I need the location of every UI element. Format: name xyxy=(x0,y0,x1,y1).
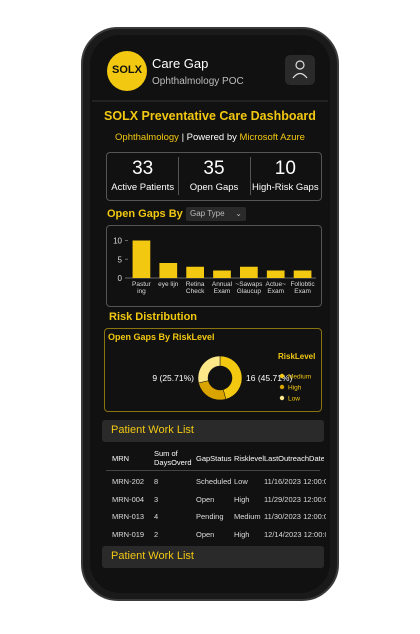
header-rule xyxy=(106,470,320,471)
donut-slice xyxy=(219,355,243,400)
table-cell: Pending xyxy=(196,512,224,521)
table-cell: MRN-019 xyxy=(112,529,145,539)
table-cell: Medium xyxy=(234,512,261,521)
profile-button[interactable] xyxy=(285,55,315,85)
section-title: Patient Work List xyxy=(111,550,194,562)
donut-slice xyxy=(198,380,227,401)
legend-title: RiskLevel xyxy=(278,352,316,361)
app-title: Care Gap xyxy=(152,56,209,71)
table-cell: MRN-013 xyxy=(112,512,145,521)
profile-icon xyxy=(292,72,308,79)
kpi-box: 33 Active Patients 35 Open Gaps 10 High-Risk … xyxy=(106,152,322,201)
table-cell: 8 xyxy=(154,477,159,486)
y-tick-label: 5 xyxy=(118,255,123,264)
kpi-divider xyxy=(178,157,180,195)
table-cell: 3 xyxy=(154,494,159,504)
bar xyxy=(213,270,231,278)
section-title: Patient Work List xyxy=(111,424,194,436)
column-header: LastOutreachDate xyxy=(264,454,324,463)
x-tick-label: Annual Exam xyxy=(211,281,233,295)
donut-slice xyxy=(197,355,221,384)
kpi-divider xyxy=(249,157,251,195)
table-cell: 11/29/2023 12:00:00 xyxy=(264,494,326,504)
legend-swatch xyxy=(279,395,285,401)
donut-box xyxy=(104,328,322,412)
section-header[interactable] xyxy=(102,546,324,568)
bar xyxy=(239,266,258,278)
app-subtitle: Ophthalmology POC xyxy=(152,76,244,87)
dashboard-subtitle: Ophthalmology | Powered by Microsoft Azu… xyxy=(92,132,328,143)
kpi-label: Open Gaps xyxy=(189,182,239,193)
table-cell: High xyxy=(234,494,250,504)
x-tick-label: Pastur ing xyxy=(132,281,151,295)
x-tick-label: Follobtic Exam xyxy=(290,281,315,295)
table-cell: Open xyxy=(196,529,215,539)
dropdown-value: Gap Type xyxy=(190,209,225,218)
legend-label: Low xyxy=(288,396,300,403)
table-cell: 2 xyxy=(154,529,159,539)
table-cell: 12/14/2023 12:00:00 xyxy=(264,529,326,539)
logo-circle xyxy=(107,51,147,91)
column-header: Risklevel xyxy=(234,454,264,463)
x-tick-label: Retina Check xyxy=(185,281,205,295)
specialty: Ophthalmology xyxy=(115,132,179,143)
bar-chart-box xyxy=(106,225,322,307)
y-tick-label: 0 xyxy=(118,274,123,283)
platform: Microsoft Azure xyxy=(239,132,305,143)
x-tick-label: ~Sawaps Glaucup xyxy=(235,281,263,295)
profile-icon xyxy=(295,60,305,70)
bar-chart: 0 5 10 xyxy=(113,237,316,283)
section-header[interactable] xyxy=(102,420,324,442)
section-title: Open Gaps By xyxy=(107,208,183,220)
x-tick-label: Actue~ Exam xyxy=(265,281,286,295)
bar xyxy=(132,240,151,278)
kpi-label: High-Risk Gaps xyxy=(252,182,319,193)
bar xyxy=(266,270,285,278)
donut-chart: 16 (45.71%)Medium 9 (25.71%) High Low xyxy=(152,355,311,403)
kpi-value: 10 xyxy=(274,158,296,179)
kpi-value: 35 xyxy=(203,158,225,179)
y-tick-label: 10 xyxy=(113,237,122,246)
table-cell: Open xyxy=(196,494,215,504)
data-label: 9 (25.71%) xyxy=(152,373,194,383)
column-header: Sum of DaysOverd xyxy=(154,449,192,467)
table-cell: 11/16/2023 12:00:00 xyxy=(264,477,326,486)
donut-title: Open Gaps By RiskLevel xyxy=(108,332,215,342)
data-label: 16 (45.71%) xyxy=(246,373,292,383)
column-header: MRN xyxy=(112,454,130,463)
kpi-value: 33 xyxy=(132,158,154,179)
legend-label: High xyxy=(288,385,302,392)
table-cell: High xyxy=(234,529,250,539)
table-cell: MRN-202 xyxy=(112,477,145,486)
legend-label: Medium xyxy=(288,374,311,381)
table-cell: Low xyxy=(234,477,248,486)
logo: SOLX xyxy=(112,64,142,76)
table-cell: MRN-004 xyxy=(112,494,145,504)
x-tick-label: eye lijn xyxy=(158,281,179,288)
table-cell: 4 xyxy=(154,512,159,521)
legend-swatch xyxy=(279,384,285,390)
screen xyxy=(90,35,330,593)
table-cell: Scheduled xyxy=(196,477,232,486)
bar xyxy=(159,263,178,278)
bar xyxy=(293,270,312,278)
powered-by: | Powered by xyxy=(181,132,237,143)
column-header: GapStatus xyxy=(196,454,232,463)
dashboard-title: SOLX Preventative Care Dashboard xyxy=(104,109,316,123)
legend-swatch xyxy=(279,373,285,379)
dropdown[interactable]: Gap Type ⌄ xyxy=(186,207,246,221)
kpi-label: Active Patients xyxy=(111,182,175,193)
table-cell: 11/30/2023 12:00:00 xyxy=(264,512,326,521)
section-title: Risk Distribution xyxy=(109,311,198,323)
bar xyxy=(186,266,205,278)
